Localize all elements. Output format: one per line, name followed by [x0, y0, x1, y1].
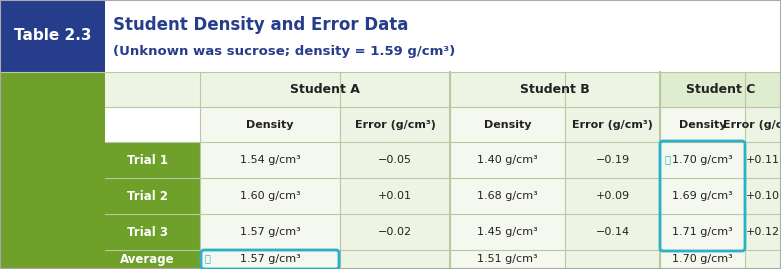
Bar	[565, 107, 660, 142]
Bar	[450, 214, 565, 250]
Text: Trial 1: Trial 1	[127, 154, 168, 167]
Bar	[105, 0, 781, 72]
Bar	[200, 142, 340, 178]
Text: −0.14: −0.14	[595, 227, 629, 237]
Bar	[450, 142, 565, 178]
Bar	[200, 178, 340, 214]
Text: Ⓑ: Ⓑ	[204, 253, 210, 264]
Text: Density: Density	[483, 119, 531, 129]
Text: Student A: Student A	[290, 83, 360, 96]
Text: 1.45 g/cm³: 1.45 g/cm³	[477, 227, 538, 237]
Text: Trial 2: Trial 2	[127, 189, 168, 203]
Text: 1.68 g/cm³: 1.68 g/cm³	[477, 191, 538, 201]
Bar	[105, 142, 200, 178]
Text: +0.12: +0.12	[746, 227, 780, 237]
Bar	[0, 107, 105, 142]
Bar	[105, 250, 200, 269]
Text: 1.40 g/cm³: 1.40 g/cm³	[477, 155, 538, 165]
Text: Student B: Student B	[520, 83, 590, 96]
Bar	[0, 72, 105, 107]
Text: −0.02: −0.02	[378, 227, 412, 237]
Bar	[450, 72, 660, 107]
Text: Error (g/cm³): Error (g/cm³)	[722, 119, 781, 129]
Bar	[660, 250, 745, 269]
Bar	[340, 107, 450, 142]
Text: 1.57 g/cm³: 1.57 g/cm³	[240, 254, 301, 264]
Bar	[200, 250, 340, 269]
Text: Error (g/cm³): Error (g/cm³)	[355, 119, 436, 129]
Text: Ⓐ: Ⓐ	[664, 154, 670, 164]
Text: −0.05: −0.05	[378, 155, 412, 165]
Text: Trial 3: Trial 3	[127, 225, 168, 239]
Bar	[0, 214, 105, 250]
Text: (Unknown was sucrose; density = 1.59 g/cm³): (Unknown was sucrose; density = 1.59 g/c…	[113, 45, 455, 58]
Text: 1.69 g/cm³: 1.69 g/cm³	[672, 191, 733, 201]
Text: Density: Density	[246, 119, 294, 129]
Bar	[340, 142, 450, 178]
Text: 1.60 g/cm³: 1.60 g/cm³	[240, 191, 301, 201]
Bar	[340, 214, 450, 250]
Text: +0.09: +0.09	[595, 191, 629, 201]
Bar	[565, 250, 660, 269]
Bar	[200, 107, 340, 142]
Bar	[340, 250, 450, 269]
Bar	[565, 178, 660, 214]
Text: +0.11: +0.11	[746, 155, 780, 165]
Bar	[0, 142, 105, 178]
Bar	[660, 72, 781, 107]
Bar	[660, 142, 745, 178]
Text: Table 2.3: Table 2.3	[14, 29, 91, 44]
Bar	[105, 178, 200, 214]
Bar	[745, 107, 781, 142]
Bar	[745, 142, 781, 178]
Bar	[450, 250, 565, 269]
Text: Student Density and Error Data: Student Density and Error Data	[113, 16, 408, 34]
Text: Error (g/cm³): Error (g/cm³)	[572, 119, 653, 129]
Text: −0.19: −0.19	[595, 155, 629, 165]
Text: +0.10: +0.10	[746, 191, 780, 201]
Text: 1.57 g/cm³: 1.57 g/cm³	[240, 227, 301, 237]
Bar	[0, 250, 105, 269]
Bar	[565, 214, 660, 250]
Bar	[660, 214, 745, 250]
Text: 1.51 g/cm³: 1.51 g/cm³	[477, 254, 538, 264]
Text: +0.01: +0.01	[378, 191, 412, 201]
Bar	[340, 178, 450, 214]
Text: 1.71 g/cm³: 1.71 g/cm³	[672, 227, 733, 237]
Bar	[745, 214, 781, 250]
Bar	[200, 214, 340, 250]
Bar	[0, 178, 105, 214]
Text: Density: Density	[679, 119, 726, 129]
Bar	[450, 178, 565, 214]
Bar	[660, 178, 745, 214]
Bar	[565, 142, 660, 178]
Bar	[450, 107, 565, 142]
Text: Average: Average	[120, 253, 175, 266]
Text: 1.54 g/cm³: 1.54 g/cm³	[240, 155, 301, 165]
Bar	[745, 178, 781, 214]
Bar	[745, 250, 781, 269]
Bar	[105, 72, 450, 107]
Bar	[0, 0, 105, 72]
Text: 1.70 g/cm³: 1.70 g/cm³	[672, 155, 733, 165]
Bar	[105, 214, 200, 250]
Bar	[660, 107, 745, 142]
Text: Student C: Student C	[686, 83, 755, 96]
Text: 1.70 g/cm³: 1.70 g/cm³	[672, 254, 733, 264]
